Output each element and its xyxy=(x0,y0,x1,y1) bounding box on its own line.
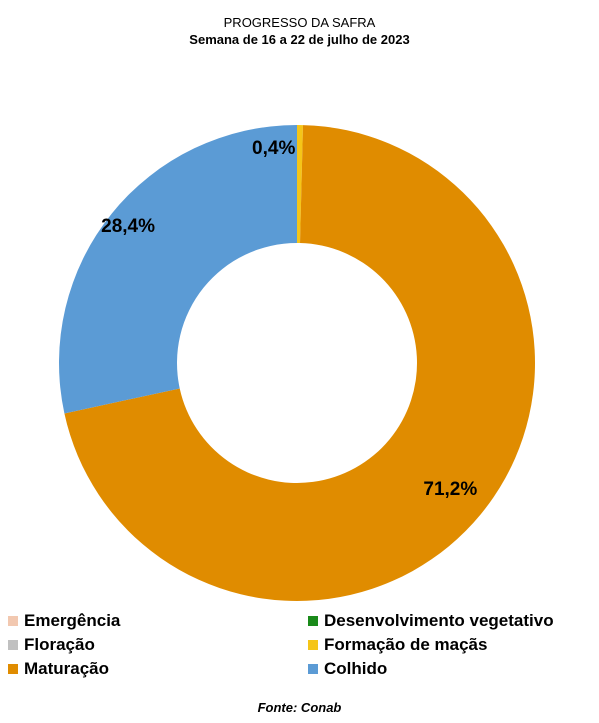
legend-item-maturacao: Maturação xyxy=(8,658,109,680)
plot-area: 0,4% 71,2% 28,4% xyxy=(0,78,599,680)
legend-item-desenvolvimento-vegetativo: Desenvolvimento vegetativo xyxy=(308,610,554,632)
legend-item-emergencia: Emergência xyxy=(8,610,120,632)
legend-swatch-colhido xyxy=(308,664,318,674)
legend-swatch-desenvolvimento-vegetativo xyxy=(308,616,318,626)
legend-swatch-maturacao xyxy=(8,664,18,674)
slice-formacao-de-macas xyxy=(297,125,303,244)
legend-swatch-formacao-de-macas xyxy=(308,640,318,650)
slice-maturacao xyxy=(64,125,536,601)
chart-subtitle: Semana de 16 a 22 de julho de 2023 xyxy=(189,32,410,47)
legend-label-formacao-de-macas: Formação de maçãs xyxy=(324,635,488,654)
legend-item-colhido: Colhido xyxy=(308,658,387,680)
legend-label-desenvolvimento-vegetativo: Desenvolvimento vegetativo xyxy=(324,611,554,630)
legend-label-maturacao: Maturação xyxy=(24,659,110,678)
chart-title: PROGRESSO DA SAFRA xyxy=(223,15,376,30)
legend-swatch-emergencia xyxy=(8,616,18,626)
legend-label-colhido: Colhido xyxy=(324,659,388,678)
legend-item-floracao: Floração xyxy=(8,634,95,656)
slice-colhido xyxy=(58,125,297,414)
data-label-formacao-de-macas: 0,4% xyxy=(252,138,295,159)
data-label-maturacao: 71,2% xyxy=(423,479,477,500)
legend: Emergência Desenvolvimento vegetativo Fl… xyxy=(0,610,599,682)
source-note: Fonte: Conab xyxy=(257,700,342,715)
legend-label-floracao: Floração xyxy=(24,635,95,654)
legend-label-emergencia: Emergência xyxy=(24,611,121,630)
legend-item-formacao-de-macas: Formação de maçãs xyxy=(308,634,487,656)
chart-titles: PROGRESSO DA SAFRA Semana de 16 a 22 de … xyxy=(0,14,599,48)
donut-chart: 0,4% 71,2% 28,4% xyxy=(58,125,536,601)
legend-swatch-floracao xyxy=(8,640,18,650)
data-label-colhido: 28,4% xyxy=(101,216,155,237)
